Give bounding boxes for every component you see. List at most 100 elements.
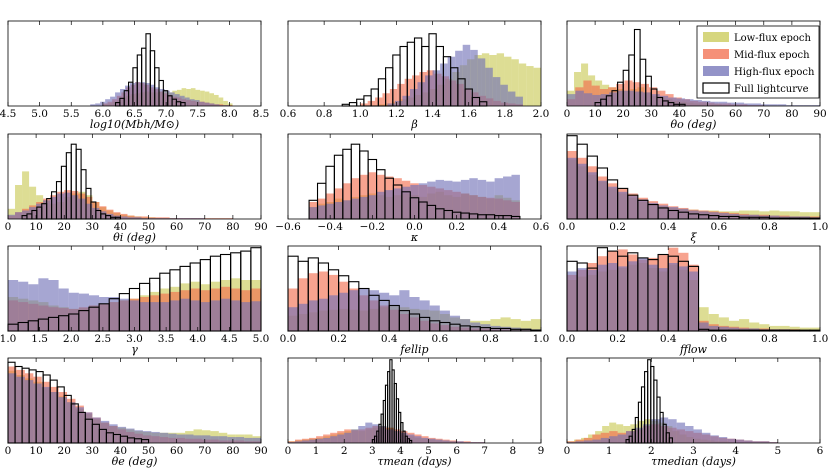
bar — [718, 326, 729, 331]
bar — [710, 101, 719, 106]
bar — [115, 92, 121, 106]
bar — [427, 181, 436, 219]
bar — [500, 84, 508, 106]
bar — [728, 320, 740, 331]
bar — [197, 218, 205, 219]
bar — [204, 218, 212, 219]
bar — [688, 210, 699, 219]
bar — [92, 417, 101, 443]
bar — [58, 288, 69, 331]
axis-label: θo (deg) — [671, 118, 717, 131]
tick-label: 0.0 — [406, 221, 423, 233]
bar — [744, 103, 753, 106]
tick-label: 6.5 — [126, 108, 143, 120]
axis-label: ξ — [690, 231, 697, 244]
bar — [435, 179, 445, 219]
tick-label: 0.8 — [316, 108, 333, 120]
bar — [57, 193, 65, 219]
bar — [117, 426, 127, 443]
bar — [533, 67, 541, 106]
bar — [41, 386, 51, 443]
bar — [351, 429, 359, 443]
tick-label: 10 — [29, 221, 42, 233]
tick-label: 0.2 — [448, 221, 465, 233]
bar — [530, 319, 541, 331]
tick-label: 1 — [313, 445, 320, 457]
bar — [402, 95, 410, 106]
tick-label: 60 — [170, 221, 183, 233]
tick-label: 0.4 — [490, 221, 507, 233]
bar — [223, 100, 228, 106]
bar — [359, 196, 369, 219]
bar — [744, 440, 753, 443]
tick-label: 50 — [142, 221, 155, 233]
bar — [127, 217, 135, 219]
bar — [749, 322, 760, 331]
axes-frame — [287, 245, 542, 332]
tick-label: 8.5 — [253, 108, 270, 120]
axis-label: γ — [131, 343, 138, 356]
bar — [752, 103, 761, 106]
histogram-panel-1: 4.5 5.0 5.5 6.0 6.5 7.0 7.5 8.0 8.5 log10(Mbh/M⊙) — [0, 20, 270, 131]
bar — [50, 392, 59, 443]
legend: Low-flux epoch Mid-flux epoch High-flux ep… — [696, 25, 820, 99]
bar — [693, 100, 702, 106]
bar — [429, 305, 440, 331]
bar — [477, 179, 487, 219]
tick-label: −0.2 — [360, 221, 386, 233]
bar — [142, 431, 152, 443]
bar — [154, 87, 160, 106]
bar — [592, 94, 601, 106]
bar — [759, 324, 770, 331]
tick-label: 6 — [817, 445, 824, 457]
bar — [658, 205, 669, 219]
bar — [799, 327, 810, 331]
bar — [511, 174, 520, 219]
bar — [376, 191, 385, 219]
bar — [668, 97, 677, 106]
bar — [647, 202, 659, 219]
legend-label: Mid-flux epoch — [734, 50, 810, 61]
bar — [794, 105, 804, 106]
bar — [230, 300, 241, 331]
bar — [195, 89, 201, 106]
bar — [200, 90, 205, 106]
axis-label: θi (deg) — [113, 231, 156, 244]
bar — [159, 89, 165, 106]
tick-label: 4 — [732, 445, 739, 457]
tick-label: 2 — [648, 445, 655, 457]
bar — [179, 95, 185, 106]
bar — [400, 432, 408, 443]
bar — [607, 186, 618, 219]
bar — [201, 435, 211, 443]
bar — [219, 105, 225, 106]
bar — [224, 105, 230, 106]
bar — [95, 103, 101, 106]
bar — [120, 216, 128, 219]
legend-item-high-flux-epoch: High-flux epoch — [703, 66, 815, 78]
bar — [503, 176, 512, 219]
bar — [698, 307, 709, 331]
bar — [342, 200, 352, 219]
bar — [500, 317, 511, 331]
bar — [575, 441, 584, 443]
bar — [151, 431, 160, 443]
bar — [442, 440, 450, 443]
tick-label: 7 — [481, 445, 488, 457]
bar — [58, 397, 68, 443]
histogram-panel-2: 0.6 0.8 1.0 1.2 1.4 1.6 1.8 2.0 β — [280, 20, 549, 131]
tick-label: 0.6 — [710, 221, 727, 233]
bar — [739, 319, 750, 331]
bar — [193, 435, 202, 443]
tick-label: 0.8 — [482, 333, 499, 345]
bar — [141, 216, 149, 219]
bar — [685, 99, 694, 106]
bar — [676, 98, 686, 106]
bar — [642, 424, 652, 443]
tick-label: 5.0 — [253, 333, 270, 345]
bar — [470, 442, 478, 443]
series-high-flux-epoch — [567, 417, 778, 443]
bar — [99, 211, 107, 219]
tick-label: 4.0 — [189, 333, 206, 345]
bar — [518, 63, 527, 106]
